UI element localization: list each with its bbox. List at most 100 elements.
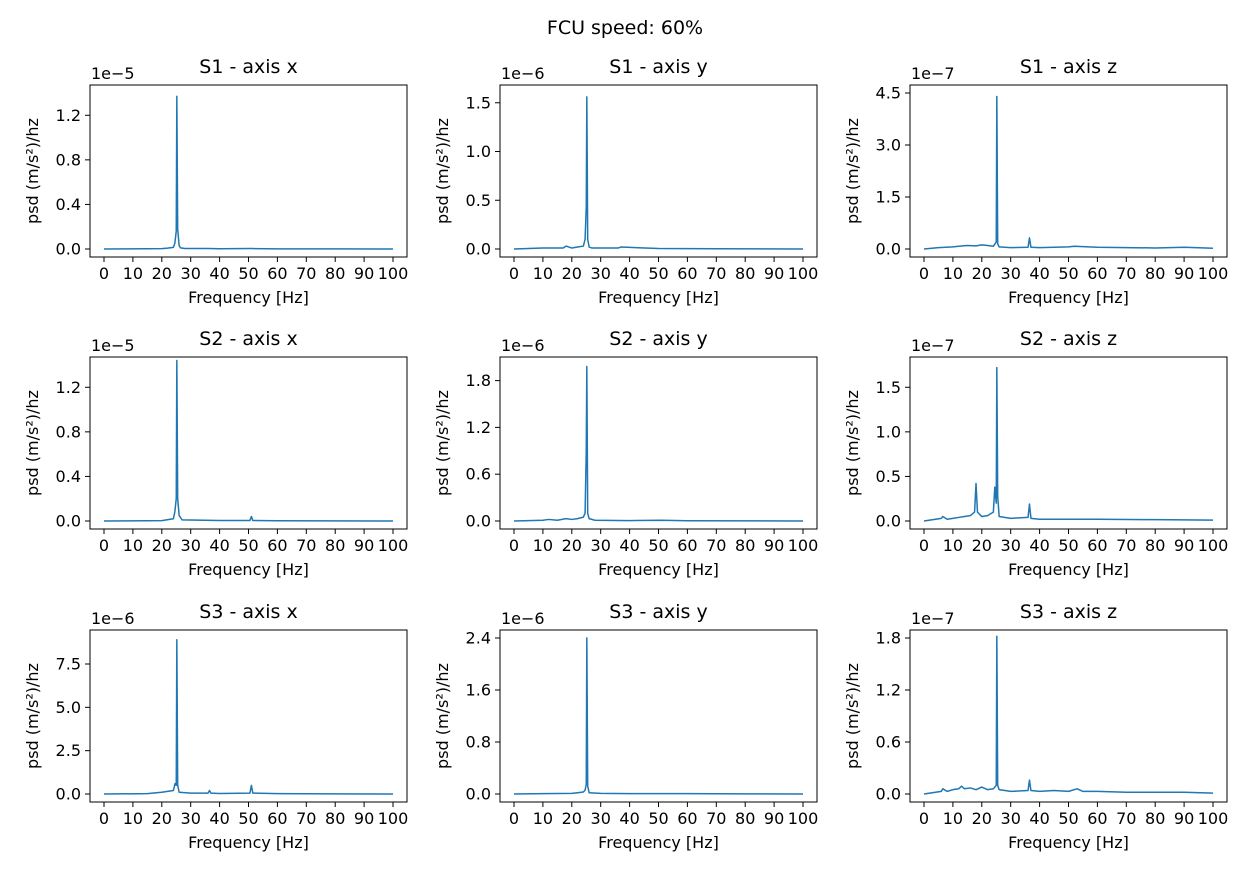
y-tick-label: 1.8 [876,629,901,648]
x-tick-label: 0 [919,809,929,828]
y-tick-label: 2.5 [56,741,81,760]
y-axis-label: psd (m/s²)/hz [433,118,452,224]
x-tick-label: 40 [619,536,639,555]
y-axis-label: psd (m/s²)/hz [433,663,452,769]
y-exponent-label: 1e−6 [501,609,545,628]
x-tick-label: 90 [764,809,784,828]
x-tick-label: 10 [123,809,143,828]
x-tick-label: 10 [533,536,553,555]
subplot: 0 10 20 30 40 50 60 70 80 90 100 0.0 0.6 1.2 1.8 1e−6 S2… [433,328,818,579]
psd-series-line [513,365,804,522]
x-tick-label: 30 [591,536,611,555]
psd-series-line [923,95,1214,250]
x-tick-label: 80 [735,264,755,283]
x-tick-label: 0 [99,536,109,555]
x-tick-label: 0 [509,536,519,555]
x-tick-label: 70 [296,809,316,828]
x-tick-label: 60 [677,536,697,555]
x-tick-label: 30 [591,264,611,283]
x-tick-label: 100 [378,809,409,828]
x-tick-label: 30 [1001,809,1021,828]
x-tick-label: 80 [1145,264,1165,283]
y-tick-label: 3.0 [876,136,901,155]
x-tick-label: 30 [1001,264,1021,283]
x-tick-label: 90 [1174,536,1194,555]
y-tick-label: 0.0 [56,240,81,259]
subplot: 0 10 20 30 40 50 60 70 80 90 100 0.0 1.5 3.0 4.5 1e−7 S1… [843,56,1228,307]
x-tick-label: 10 [943,809,963,828]
x-tick-label: 50 [238,264,258,283]
x-tick-label: 0 [509,809,519,828]
x-tick-label: 10 [123,536,143,555]
subplot: 0 10 20 30 40 50 60 70 80 90 100 0.0 0.5 1.0 1.5 1e−7 S2… [843,328,1228,579]
x-tick-label: 70 [1116,809,1136,828]
x-tick-label: 70 [296,264,316,283]
x-tick-label: 10 [943,536,963,555]
y-tick-label: 0.8 [56,422,81,441]
x-tick-label: 0 [919,536,929,555]
x-tick-label: 80 [325,264,345,283]
x-tick-label: 60 [267,809,287,828]
x-tick-label: 20 [972,536,992,555]
y-tick-label: 7.5 [56,655,81,674]
y-tick-label: 0.6 [466,465,491,484]
subplot: 0 10 20 30 40 50 60 70 80 90 100 0.0 2.5 5.0 7.5 1e−6 S3… [23,601,408,852]
x-tick-label: 0 [99,809,109,828]
x-tick-label: 40 [1029,264,1049,283]
x-tick-label: 40 [209,264,229,283]
x-tick-label: 90 [354,264,374,283]
y-tick-label: 0.0 [876,785,901,804]
subplot: 0 10 20 30 40 50 60 70 80 90 100 0.0 0.8 1.6 2.4 1e−6 S3… [433,601,818,852]
x-tick-label: 40 [619,809,639,828]
x-tick-label: 30 [181,809,201,828]
x-axis-label: Frequency [Hz] [598,560,719,579]
y-exponent-label: 1e−7 [911,609,955,628]
y-tick-label: 0.4 [56,467,81,486]
psd-series-line [513,96,804,250]
x-tick-label: 40 [1029,809,1049,828]
x-axis-label: Frequency [Hz] [188,288,309,307]
y-tick-label: 0.0 [56,785,81,804]
y-tick-label: 1.2 [876,681,901,700]
x-tick-label: 60 [1087,264,1107,283]
x-tick-label: 80 [1145,809,1165,828]
y-tick-label: 0.5 [466,191,491,210]
y-tick-label: 0.0 [876,512,901,531]
psd-series-line [103,359,394,522]
x-tick-label: 90 [354,536,374,555]
y-tick-label: 1.5 [466,93,491,112]
subplot-title: S2 - axis z [1020,328,1117,350]
y-tick-label: 1.0 [466,142,491,161]
x-axis-label: Frequency [Hz] [1008,833,1129,852]
y-exponent-label: 1e−6 [501,336,545,355]
x-axis-label: Frequency [Hz] [188,560,309,579]
x-axis-label: Frequency [Hz] [598,833,719,852]
psd-series-line [923,366,1214,522]
x-tick-label: 50 [1058,536,1078,555]
x-tick-label: 70 [1116,536,1136,555]
x-tick-label: 70 [706,264,726,283]
y-axis-label: psd (m/s²)/hz [433,390,452,496]
x-tick-label: 80 [735,536,755,555]
subplot: 0 10 20 30 40 50 60 70 80 90 100 0.0 0.6 1.2 1.8 1e−7 S3… [843,601,1228,852]
x-tick-label: 40 [1029,536,1049,555]
x-axis-label: Frequency [Hz] [188,833,309,852]
y-exponent-label: 1e−7 [911,336,955,355]
x-tick-label: 60 [677,809,697,828]
x-tick-label: 70 [706,809,726,828]
x-tick-label: 80 [325,536,345,555]
y-tick-label: 5.0 [56,698,81,717]
x-tick-label: 10 [123,264,143,283]
x-tick-label: 20 [562,264,582,283]
x-axis-label: Frequency [Hz] [598,288,719,307]
subplot-title: S3 - axis y [609,601,707,623]
x-tick-label: 30 [181,264,201,283]
y-axis-label: psd (m/s²)/hz [843,390,862,496]
y-axis-label: psd (m/s²)/hz [843,118,862,224]
y-tick-label: 2.4 [466,629,491,648]
y-tick-label: 1.2 [56,378,81,397]
y-tick-label: 0.0 [466,785,491,804]
y-axis-label: psd (m/s²)/hz [23,118,42,224]
